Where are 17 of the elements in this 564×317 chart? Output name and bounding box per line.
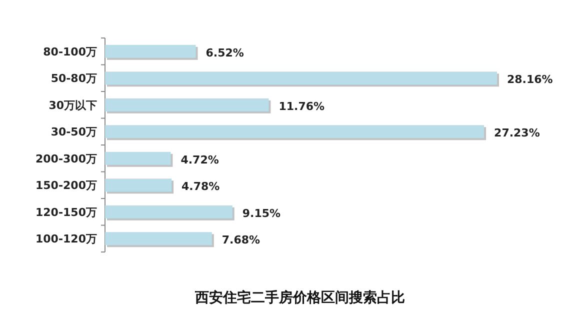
y-tick-label: 80-100万	[43, 45, 97, 58]
data-label: 4.72%	[180, 153, 219, 166]
data-label: 11.76%	[278, 100, 325, 113]
data-label: 4.78%	[182, 180, 220, 194]
data-label: 7.68%	[222, 234, 260, 247]
y-tick-label: 120-150万	[36, 206, 97, 219]
y-tick-label: 30万以下	[48, 98, 97, 112]
data-label: 6.52%	[206, 46, 244, 60]
data-label: 27.23%	[494, 126, 540, 140]
data-label: 28.16%	[507, 73, 553, 86]
y-tick-label: 100-120万	[36, 232, 97, 246]
y-tick-label: 30-50万	[50, 126, 97, 139]
y-tick-label: 50-80万	[50, 72, 97, 86]
y-tick-label: 150-200万	[36, 179, 97, 192]
y-tick-label: 200-300万	[36, 152, 97, 166]
data-label: 9.15%	[242, 206, 281, 220]
text: 西安住宅二手房价格区间搜索占比	[194, 289, 405, 306]
